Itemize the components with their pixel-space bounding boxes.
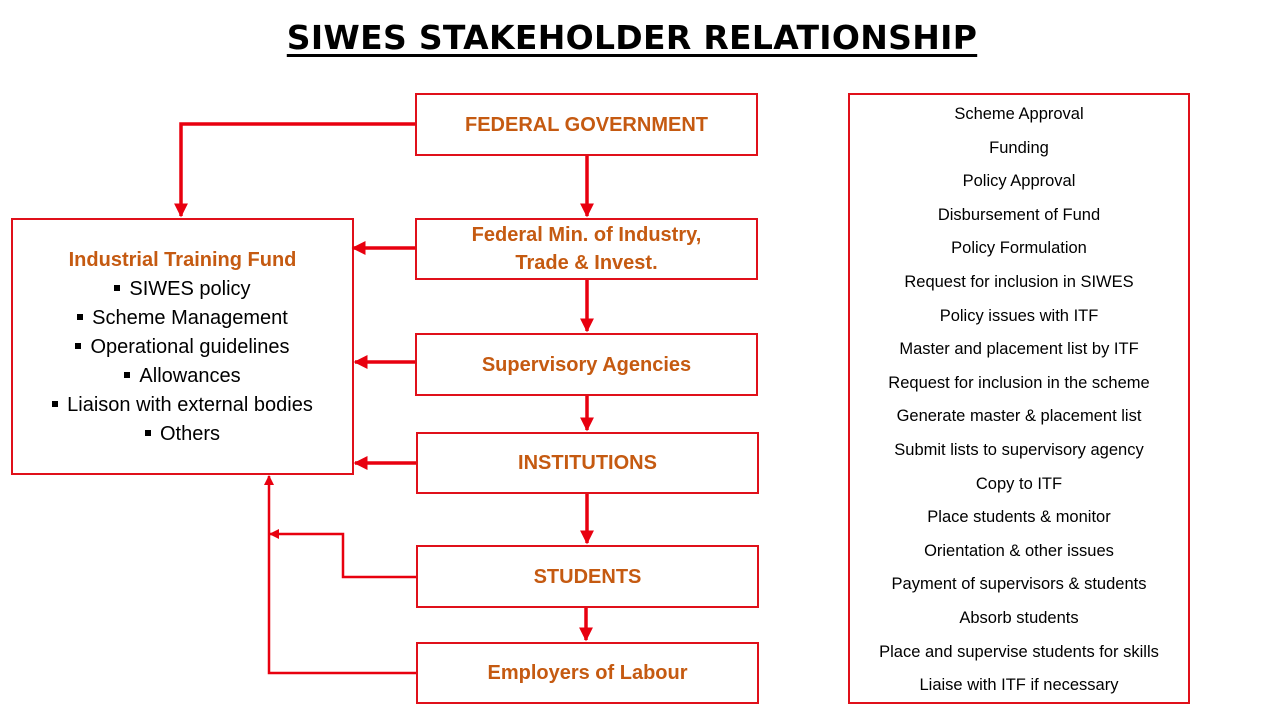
supervisory-agencies-box: Supervisory Agencies [415, 333, 758, 396]
responsibility-item: Place and supervise students for skills [879, 642, 1159, 661]
itf-function-item: Scheme Management [52, 304, 313, 333]
responsibility-item: Funding [989, 138, 1049, 157]
responsibility-item: Scheme Approval [954, 105, 1084, 123]
federal-ministry-label-line1: Federal Min. of Industry, [471, 224, 702, 246]
responsibility-item: Submit lists to supervisory agency [894, 440, 1144, 459]
arrow-employers-to-itf [264, 475, 416, 675]
responsibility-item: Orientation & other issues [924, 541, 1114, 560]
federal-ministry-box: Federal Min. of Industry, Trade & Invest… [415, 218, 758, 280]
employers-label: Employers of Labour [487, 662, 688, 684]
itf-function-list: SIWES policy Scheme Management Operation… [52, 275, 313, 449]
itf-function-item: Others [52, 420, 313, 449]
responsibility-item: Payment of supervisors & students [891, 575, 1147, 594]
itf-function-item: SIWES policy [52, 275, 313, 304]
responsibility-item: Generate master & placement list [896, 407, 1142, 426]
responsibility-item: Policy Approval [962, 172, 1076, 191]
page-title: SIWES STAKEHOLDER RELATIONSHIP [286, 18, 978, 57]
responsibility-item: Liaise with ITF if necessary [919, 676, 1119, 695]
arrow-students-to-itf [269, 529, 416, 579]
industrial-training-fund-box: Industrial Training Fund SIWES policy Sc… [11, 218, 354, 475]
responsibilities-box: Scheme Approval Funding Policy Approval … [848, 93, 1190, 704]
itf-function-item: Allowances [52, 362, 313, 391]
federal-government-box: FEDERAL GOVERNMENT [415, 93, 758, 156]
arrow-fg-to-itf [174, 122, 415, 218]
responsibility-item: Policy issues with ITF [939, 306, 1099, 325]
itf-title: Industrial Training Fund [68, 249, 297, 271]
students-label: STUDENTS [533, 565, 642, 588]
responsibility-item: Copy to ITF [975, 474, 1063, 493]
itf-function-item: Liaison with external bodies [52, 391, 313, 420]
responsibility-item: Request for inclusion in SIWES [904, 272, 1134, 291]
institutions-label: INSTITUTIONS [518, 452, 657, 474]
responsibility-item: Request for inclusion in the scheme [888, 373, 1150, 392]
responsibility-item: Master and placement list by ITF [899, 340, 1139, 359]
employers-box: Employers of Labour [416, 642, 759, 704]
responsibility-item: Disbursement of Fund [937, 205, 1101, 224]
federal-government-label: FEDERAL GOVERNMENT [465, 113, 708, 136]
students-box: STUDENTS [416, 545, 759, 608]
responsibility-item: Absorb students [959, 608, 1079, 627]
institutions-box: INSTITUTIONS [416, 432, 759, 494]
responsibility-item: Place students & monitor [927, 508, 1111, 527]
responsibilities-list: Scheme Approval Funding Policy Approval … [850, 103, 1188, 708]
responsibility-item: Policy Formulation [951, 239, 1087, 258]
supervisory-agencies-label: Supervisory Agencies [481, 353, 692, 376]
itf-function-item: Operational guidelines [52, 333, 313, 362]
federal-ministry-label-line2: Trade & Invest. [515, 252, 658, 274]
